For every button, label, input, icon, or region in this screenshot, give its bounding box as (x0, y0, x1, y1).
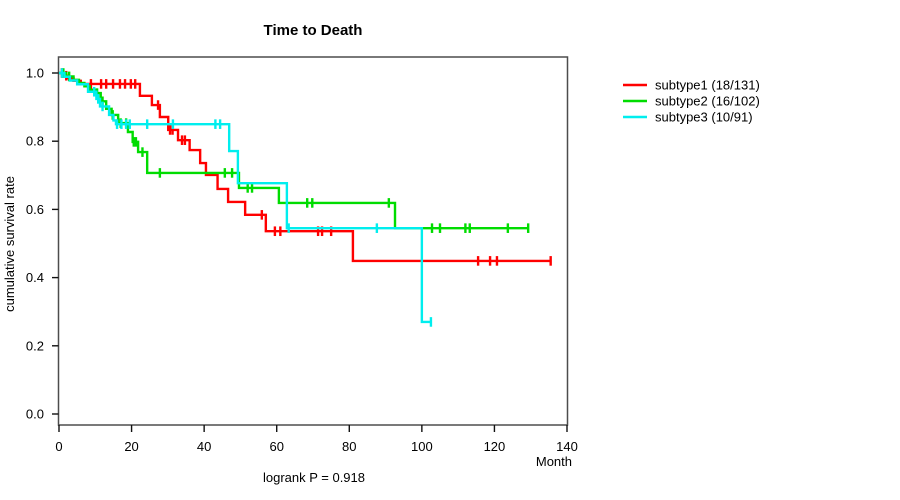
curves-layer (59, 68, 552, 327)
plot-box (57, 56, 569, 426)
x-axis-title: Month (536, 454, 572, 469)
censor-ticks-subtype3 (60, 68, 433, 327)
survival-curve-subtype2 (59, 71, 529, 230)
legend-label: subtype2 (16/102) (655, 94, 760, 109)
legend-label: subtype3 (10/91) (655, 110, 753, 125)
chart-title: Time to Death (264, 22, 363, 39)
survival-curve-subtype3 (59, 71, 431, 324)
x-tick-label: 80 (342, 439, 356, 454)
x-tick-label: 120 (484, 439, 506, 454)
axes-layer: 0 20 40 60 80 100 120 140 0.0 0.2 0.4 0.6 0.8 1.0 (26, 66, 578, 455)
y-tick-label: 0.8 (26, 134, 44, 149)
legend-layer: subtype1 (18/131)subtype2 (16/102)subtyp… (623, 78, 760, 125)
censor-ticks-subtype2 (62, 68, 530, 233)
logrank-p-value: logrank P = 0.918 (263, 470, 365, 485)
y-tick-label: 0.0 (26, 407, 44, 422)
x-tick-label: 40 (197, 439, 211, 454)
y-tick-label: 1.0 (26, 66, 44, 81)
x-tick-label: 0 (55, 439, 62, 454)
survival-curve-subtype1 (59, 71, 551, 263)
x-tick-label: 60 (269, 439, 283, 454)
y-tick-label: 0.6 (26, 202, 44, 217)
y-tick-label: 0.4 (26, 270, 44, 285)
y-tick-label: 0.2 (26, 338, 44, 353)
x-tick-label: 20 (124, 439, 138, 454)
x-tick-label: 100 (411, 439, 433, 454)
x-tick-label: 140 (556, 439, 578, 454)
censor-ticks-subtype1 (60, 68, 552, 266)
y-axis-title: cumulative survival rate (2, 176, 17, 312)
legend-label: subtype1 (18/131) (655, 78, 760, 93)
